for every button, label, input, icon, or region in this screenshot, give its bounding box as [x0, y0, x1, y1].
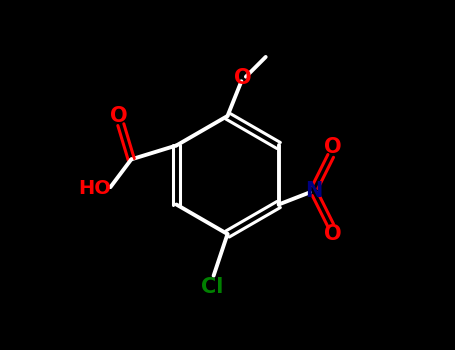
- Text: Cl: Cl: [201, 277, 223, 297]
- Text: O: O: [324, 137, 341, 157]
- Text: HO: HO: [78, 180, 111, 198]
- Text: N: N: [305, 181, 322, 201]
- Text: O: O: [324, 224, 341, 244]
- Text: O: O: [110, 106, 128, 126]
- Text: O: O: [234, 69, 252, 89]
